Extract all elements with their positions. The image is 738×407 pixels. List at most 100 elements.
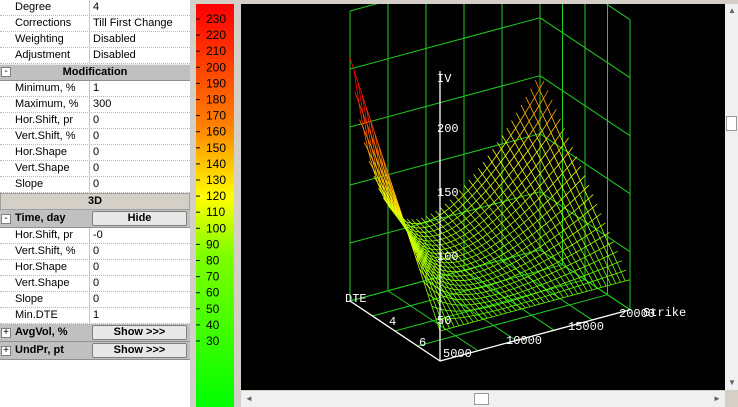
param-row[interactable]: Slope 0 (0, 292, 190, 308)
param-value[interactable]: 0 (93, 277, 100, 289)
surface-line (431, 244, 436, 250)
grid-line (349, 17, 541, 70)
surface-line (554, 236, 559, 245)
param-value[interactable]: 0 (93, 245, 100, 257)
time-day-button[interactable]: Hide (92, 211, 187, 226)
surface-line (487, 221, 493, 227)
avgvol-button[interactable]: Show >>> (92, 325, 187, 340)
surface-line (620, 271, 626, 282)
param-value[interactable]: 1 (93, 82, 100, 94)
surface-line (456, 299, 462, 306)
param-value[interactable]: 0 (93, 261, 100, 273)
param-value[interactable]: Till First Change (93, 17, 173, 29)
surface-line (470, 214, 476, 220)
surface-line (463, 322, 469, 325)
surface-line (554, 156, 559, 165)
surface-line (521, 295, 527, 299)
surface-line (411, 219, 417, 224)
vertical-scrollbar[interactable]: ▲ ▼ (725, 4, 738, 390)
param-value[interactable]: Disabled (93, 49, 136, 61)
scroll-right-arrow[interactable]: ► (713, 394, 721, 403)
surface-line (500, 279, 506, 282)
param-row[interactable]: Weighting Disabled (0, 32, 190, 48)
surface-line (478, 232, 483, 238)
horizontal-scrollbar[interactable]: ◄ ► (241, 391, 725, 407)
scroll-down-arrow[interactable]: ▼ (728, 378, 736, 387)
surface-line (520, 263, 526, 267)
surface-line (518, 226, 524, 233)
surface-line (453, 204, 459, 210)
param-row[interactable]: Vert.Shift, % 0 (0, 244, 190, 260)
param-value[interactable]: 300 (93, 98, 112, 110)
param-row[interactable]: Min.DTE 1 (0, 308, 190, 324)
surface-line (529, 266, 535, 270)
avgvol-toggle[interactable]: + (1, 328, 11, 338)
surface-line (376, 175, 383, 190)
surface-line (586, 223, 592, 233)
param-row[interactable]: Corrections Till First Change (0, 16, 190, 32)
param-value[interactable]: 0 (93, 146, 100, 158)
vertical-scroll-thumb[interactable] (726, 116, 737, 131)
surface-line (472, 185, 478, 191)
scale-label: 120 (206, 189, 226, 203)
surface-line (451, 225, 457, 229)
surface-line (473, 315, 479, 321)
surface-line (382, 157, 388, 179)
surface-line (516, 252, 522, 259)
time-day-toggle[interactable]: - (1, 214, 11, 224)
surface-line (459, 275, 465, 281)
surface-line (568, 288, 574, 296)
param-row[interactable]: Vert.Shape 0 (0, 276, 190, 292)
collapse-toggle[interactable]: - (1, 67, 11, 77)
surface-line (498, 302, 504, 305)
surface-line (520, 104, 526, 114)
surface-line (438, 261, 444, 264)
param-value[interactable]: 0 (93, 178, 100, 190)
param-value[interactable]: -0 (93, 229, 103, 241)
param-value[interactable]: 0 (93, 114, 100, 126)
param-row[interactable]: Hor.Shift, pr -0 (0, 228, 190, 244)
param-row[interactable]: Vert.Shift, % 0 (0, 129, 190, 145)
surface-line (513, 235, 519, 240)
param-row[interactable]: Degree 4 (0, 0, 190, 16)
surface-line (552, 262, 558, 266)
param-row[interactable]: Vert.Shape 0 (0, 161, 190, 177)
param-row[interactable]: Maximum, % 300 (0, 97, 190, 113)
param-value[interactable]: 4 (93, 1, 100, 13)
undpr-button[interactable]: Show >>> (92, 343, 187, 358)
surface-line (425, 215, 431, 221)
param-value[interactable]: 1 (93, 309, 100, 321)
surface-line (525, 301, 531, 307)
surface-line (490, 243, 496, 248)
surface-line (533, 106, 540, 115)
surface-line (552, 255, 558, 263)
surface-line (382, 167, 389, 187)
surface-line (584, 184, 590, 190)
surface-line (435, 210, 440, 216)
surface-line (595, 237, 601, 242)
surface-line (496, 148, 502, 156)
surface-line (489, 299, 495, 302)
param-row[interactable]: Hor.Shift, pr 0 (0, 113, 190, 129)
param-value[interactable]: 0 (93, 162, 100, 174)
surface-line (485, 295, 491, 298)
param-row[interactable]: Minimum, % 1 (0, 81, 190, 97)
surface-line (575, 180, 581, 186)
scroll-up-arrow[interactable]: ▲ (728, 6, 736, 15)
scale-label: 170 (206, 109, 226, 123)
surface-line (456, 225, 462, 231)
param-value[interactable]: 0 (93, 293, 100, 305)
undpr-toggle[interactable]: + (1, 346, 11, 356)
param-row[interactable]: Hor.Shape 0 (0, 145, 190, 161)
param-row[interactable]: Slope 0 (0, 177, 190, 193)
param-value[interactable]: Disabled (93, 33, 136, 45)
surface-line (460, 269, 466, 272)
iv-surface-chart[interactable]: IV20015010050DTE465000100001500020000Str… (241, 4, 725, 390)
param-row[interactable]: Adjustment Disabled (0, 48, 190, 64)
surface-line (507, 305, 513, 308)
scroll-left-arrow[interactable]: ◄ (245, 394, 253, 403)
param-row[interactable]: Hor.Shape 0 (0, 260, 190, 276)
surface-line (479, 269, 485, 273)
horizontal-scroll-thumb[interactable] (474, 393, 489, 405)
param-value[interactable]: 0 (93, 130, 100, 142)
